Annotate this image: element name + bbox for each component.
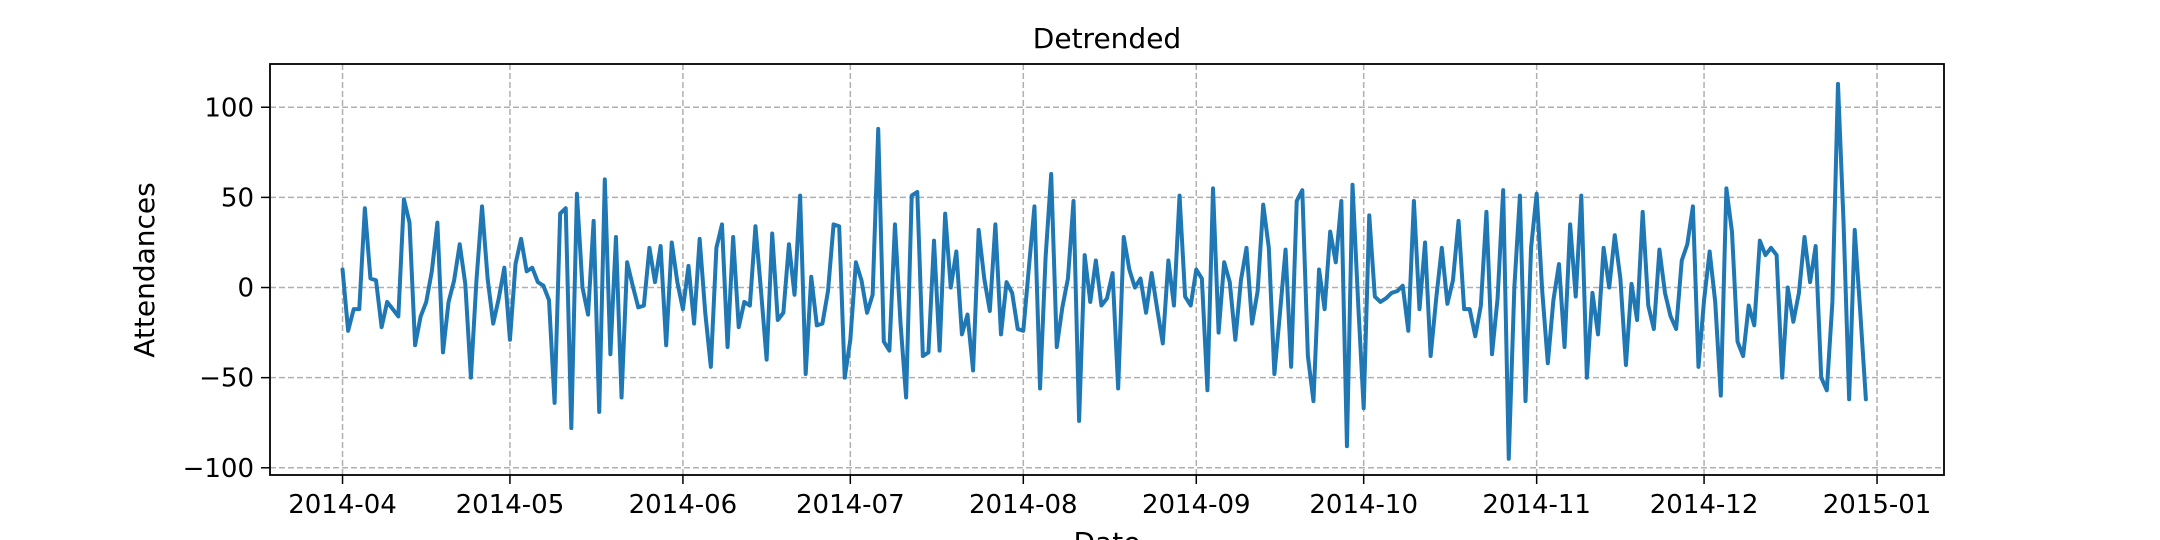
x-axis-title: Date	[1074, 526, 1141, 540]
x-tick-label: 2014-04	[288, 490, 397, 520]
x-tick-label: 2014-08	[969, 490, 1078, 520]
y-axis-title: Attendances	[128, 182, 161, 357]
x-tick-label: 2014-11	[1482, 490, 1591, 520]
x-tick-label: 2015-01	[1823, 490, 1932, 520]
y-tick-label: −50	[199, 364, 254, 394]
x-tick-label: 2014-05	[456, 490, 565, 520]
x-tick-label: 2014-10	[1309, 490, 1418, 520]
x-tick-label: 2014-12	[1650, 490, 1759, 520]
x-tick-label: 2014-09	[1142, 490, 1251, 520]
ticks: 2014-04 2014-05 2014-06 2014-07 2014-08 2014-…	[183, 93, 1932, 520]
y-tick-label: 50	[221, 183, 254, 213]
x-tick-label: 2014-07	[796, 490, 905, 520]
y-tick-label: 100	[204, 93, 254, 123]
series-group	[340, 81, 1868, 461]
y-tick-label: 0	[237, 274, 254, 304]
y-tick-label: −100	[183, 454, 254, 484]
plot-frame	[269, 63, 1945, 476]
x-tick-label: 2014-06	[629, 490, 738, 520]
chart-title: Detrended	[1033, 22, 1181, 55]
series-line	[340, 81, 1868, 461]
